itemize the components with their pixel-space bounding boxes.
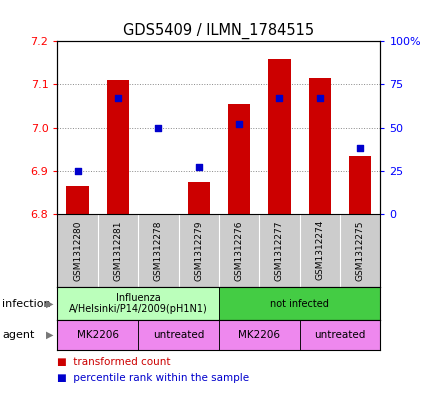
Bar <box>300 320 380 350</box>
Point <box>155 125 162 131</box>
Bar <box>219 320 300 350</box>
Text: GSM1312276: GSM1312276 <box>235 220 244 281</box>
Text: GSM1312274: GSM1312274 <box>315 220 324 280</box>
Point <box>316 95 323 101</box>
Point <box>276 95 283 101</box>
Point <box>357 145 363 152</box>
Bar <box>107 80 129 214</box>
Text: GSM1312275: GSM1312275 <box>356 220 365 281</box>
Bar <box>309 78 331 214</box>
Bar <box>187 182 210 214</box>
Point <box>114 95 122 101</box>
Text: MK2206: MK2206 <box>77 330 119 340</box>
Text: not infected: not infected <box>270 299 329 309</box>
Point <box>74 168 81 174</box>
Text: GSM1312277: GSM1312277 <box>275 220 284 281</box>
Bar <box>138 320 219 350</box>
Text: agent: agent <box>2 330 34 340</box>
Point <box>195 164 202 171</box>
Text: ▶: ▶ <box>46 330 54 340</box>
Bar <box>268 59 291 214</box>
Bar <box>57 287 219 320</box>
Text: GSM1312278: GSM1312278 <box>154 220 163 281</box>
Text: GSM1312281: GSM1312281 <box>113 220 122 281</box>
Bar <box>57 320 138 350</box>
Point <box>235 121 242 127</box>
Title: GDS5409 / ILMN_1784515: GDS5409 / ILMN_1784515 <box>123 22 314 39</box>
Text: ■  percentile rank within the sample: ■ percentile rank within the sample <box>57 373 249 383</box>
Bar <box>219 287 380 320</box>
Text: GSM1312279: GSM1312279 <box>194 220 203 281</box>
Text: ■  transformed count: ■ transformed count <box>57 357 171 367</box>
Text: Influenza
A/Helsinki/P14/2009(pH1N1): Influenza A/Helsinki/P14/2009(pH1N1) <box>69 293 207 314</box>
Bar <box>349 156 371 214</box>
Text: infection: infection <box>2 299 51 309</box>
Bar <box>66 186 89 214</box>
Text: ▶: ▶ <box>46 299 54 309</box>
Text: GSM1312280: GSM1312280 <box>73 220 82 281</box>
Text: MK2206: MK2206 <box>238 330 280 340</box>
Text: untreated: untreated <box>314 330 366 340</box>
Bar <box>228 104 250 214</box>
Text: untreated: untreated <box>153 330 204 340</box>
